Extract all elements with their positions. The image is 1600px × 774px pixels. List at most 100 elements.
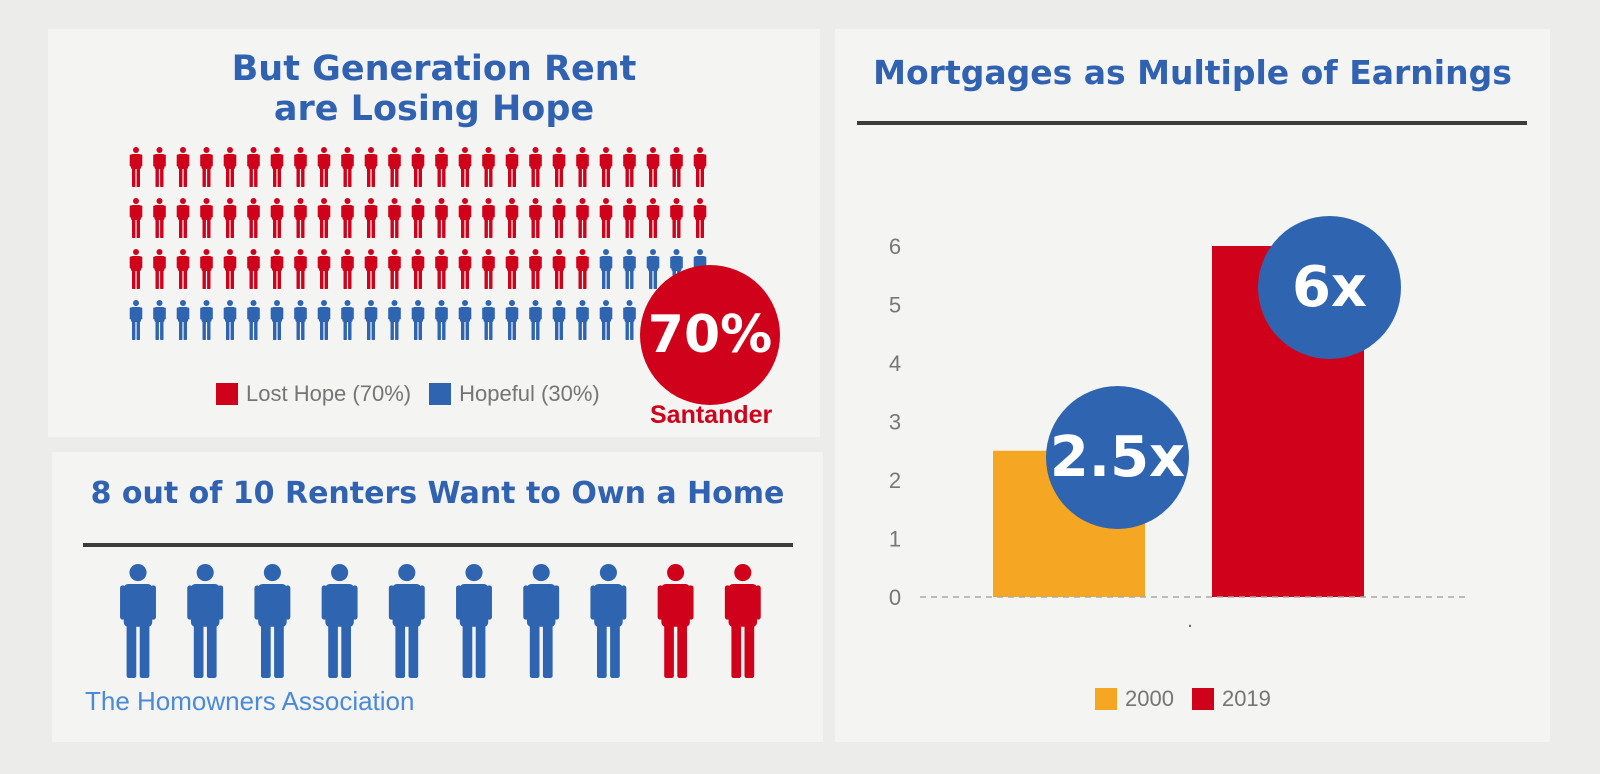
person-icon [223, 249, 237, 289]
person-icon [693, 147, 707, 187]
legend-swatch-2000 [1095, 688, 1117, 710]
person-icon [670, 198, 683, 238]
y-tick-label: 6 [889, 234, 901, 259]
person-icon [153, 147, 166, 187]
y-tick-label: 4 [889, 351, 901, 376]
legend-label-lost: Lost Hope (70%) [246, 381, 412, 406]
person-icon [223, 198, 237, 238]
person-icon [623, 249, 636, 289]
person-icon [200, 198, 213, 238]
person-icon [693, 198, 707, 238]
badge-2000: 2.5x [1046, 386, 1189, 529]
mortgage-bar-chart: 0 1 2 3 4 5 6. [889, 234, 1465, 632]
x-category-label: . [1187, 610, 1193, 632]
person-icon [435, 147, 448, 187]
person-icon [200, 147, 213, 187]
person-icon [599, 147, 613, 187]
person-icon [247, 198, 260, 238]
person-icon [247, 300, 260, 340]
legend-item-2000: 2000 [1095, 686, 1174, 712]
person-icon [576, 198, 589, 238]
person-icon [458, 147, 472, 187]
person-icon [247, 249, 260, 289]
person-icon [590, 564, 627, 678]
person-icon [552, 198, 566, 238]
person-icon [552, 147, 566, 187]
person-icon [411, 198, 425, 238]
person-icon [482, 249, 495, 289]
person-icon [576, 300, 589, 340]
person-icon [294, 147, 307, 187]
person-icon [129, 147, 143, 187]
person-icon [599, 198, 613, 238]
person-icon [176, 198, 190, 238]
hope-title-line2: are Losing Hope [273, 89, 595, 129]
person-icon [646, 147, 660, 187]
person-icon [120, 564, 156, 678]
renters-title: 8 out of 10 Renters Want to Own a Home [90, 476, 785, 511]
person-icon [552, 300, 566, 340]
legend-item-2019: 2019 [1191, 686, 1271, 712]
mortgage-title: Mortgages as Multiple of Earnings [873, 53, 1512, 92]
person-icon [599, 300, 613, 340]
hope-legend: Lost Hope (70%) Hopeful (30%) [216, 381, 618, 407]
person-icon [270, 249, 284, 289]
person-icon [505, 249, 519, 289]
person-icon [505, 147, 519, 187]
person-icon [223, 147, 237, 187]
renters-pictogram [120, 564, 761, 678]
person-icon [270, 198, 284, 238]
legend-label-2019: 2019 [1221, 686, 1271, 711]
person-icon [294, 300, 307, 340]
person-icon [223, 300, 237, 340]
hope-panel: But Generation Rent are Losing Hope 70% … [48, 29, 820, 437]
person-icon [364, 198, 378, 238]
person-icon [411, 249, 425, 289]
person-icon [411, 147, 425, 187]
legend-swatch-lost [216, 383, 238, 405]
hope-title-line1: But Generation Rent [231, 49, 637, 89]
person-icon [341, 147, 354, 187]
person-icon [129, 300, 143, 340]
person-icon [435, 300, 448, 340]
person-icon [646, 198, 660, 238]
person-icon [388, 564, 425, 678]
person-icon [458, 300, 472, 340]
person-icon [388, 249, 401, 289]
person-icon [254, 564, 291, 678]
person-icon [458, 249, 472, 289]
person-icon [364, 249, 378, 289]
badge-2019: 6x [1258, 216, 1401, 359]
legend-label-2000: 2000 [1125, 686, 1174, 711]
y-tick-label: 2 [889, 468, 901, 493]
person-icon [270, 147, 284, 187]
person-icon [364, 300, 378, 340]
person-icon [646, 249, 660, 289]
renters-divider [83, 543, 793, 547]
person-icon [176, 300, 190, 340]
person-icon [523, 564, 560, 678]
person-icon [724, 564, 761, 678]
mortgage-panel: Mortgages as Multiple of Earnings 0 1 2 3 4 5… [835, 29, 1550, 742]
person-icon [623, 300, 636, 340]
percentage-badge: 70% [640, 265, 780, 405]
person-icon [176, 249, 190, 289]
person-icon [458, 198, 472, 238]
person-icon [623, 198, 636, 238]
source-homeowners-association: The Homowners Association [85, 686, 415, 716]
person-icon [576, 147, 589, 187]
person-icon [153, 249, 166, 289]
person-icon [388, 198, 401, 238]
person-icon [294, 249, 307, 289]
hope-title: But Generation Rent are Losing Hope [48, 49, 820, 129]
person-icon [341, 249, 354, 289]
legend-item-lost: Lost Hope (70%) [216, 381, 411, 407]
person-icon [552, 249, 566, 289]
person-icon [623, 147, 636, 187]
person-icon [321, 564, 358, 678]
person-icon [411, 300, 425, 340]
legend-item-hopeful: Hopeful (30%) [429, 381, 600, 407]
renters-panel: 8 out of 10 Renters Want to Own a Home T… [52, 452, 823, 742]
person-icon [129, 249, 143, 289]
person-icon [317, 198, 331, 238]
